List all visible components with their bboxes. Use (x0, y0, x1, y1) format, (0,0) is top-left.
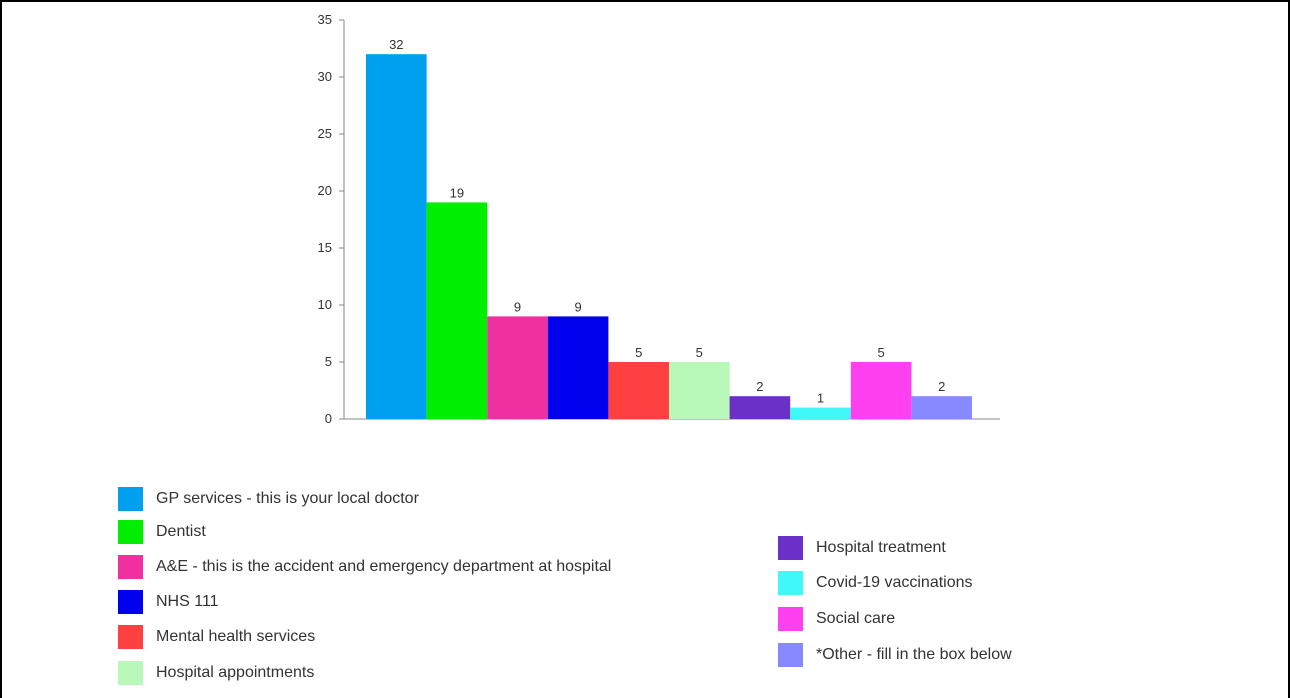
bar-value-label: 1 (817, 391, 824, 406)
bar[interactable] (547, 316, 609, 419)
bar[interactable] (487, 316, 548, 419)
y-tick-label: 10 (318, 297, 332, 312)
legend-item[interactable]: Hospital appointments (118, 661, 314, 685)
legend-swatch (778, 536, 803, 560)
legend-item[interactable]: Dentist (118, 520, 206, 544)
legend-item[interactable]: A&E - this is the accident and emergency… (118, 555, 611, 579)
legend-swatch (778, 643, 803, 667)
legend-label: *Other - fill in the box below (816, 646, 1012, 663)
legend-label: Mental health services (156, 628, 316, 645)
legend-swatch (778, 607, 803, 631)
legend-item[interactable]: Social care (778, 607, 895, 631)
legend-swatch (778, 571, 803, 595)
bar[interactable] (366, 54, 427, 419)
legend-swatch (118, 520, 143, 544)
legend-label: Hospital appointments (156, 664, 315, 681)
bar-value-label: 5 (696, 345, 703, 360)
legend-label: Hospital treatment (816, 539, 946, 556)
bar-value-label: 2 (938, 379, 945, 394)
y-tick-label: 35 (318, 12, 332, 27)
legend-item[interactable]: Mental health services (118, 625, 315, 649)
y-tick-label: 30 (318, 69, 332, 84)
y-tick-label: 0 (325, 411, 332, 426)
bar[interactable] (911, 396, 972, 419)
legend-swatch (118, 590, 143, 614)
bar-value-label: 2 (756, 379, 763, 394)
legend-label: Social care (816, 610, 896, 627)
legend-label: GP services - this is your local doctor (156, 490, 419, 507)
chart-data-labels: 32 19 9 9 5 5 2 1 5 2 (389, 37, 945, 405)
chart-bars (366, 54, 972, 419)
bar-value-label: 5 (635, 345, 642, 360)
legend-label: A&E - this is the accident and emergency… (156, 558, 612, 575)
legend-item[interactable]: NHS 111 (118, 590, 219, 614)
bar[interactable] (790, 407, 851, 419)
bar[interactable] (608, 362, 669, 419)
legend-swatch (118, 625, 143, 649)
y-tick-label: 25 (318, 126, 332, 141)
y-tick-label: 20 (318, 183, 332, 198)
bar-value-label: 32 (389, 37, 403, 52)
bar[interactable] (426, 202, 488, 419)
legend-item[interactable]: GP services - this is your local doctor (118, 487, 419, 511)
bar-value-label: 9 (574, 299, 581, 314)
legend-item[interactable]: *Other - fill in the box below (778, 643, 1012, 667)
legend-swatch (118, 661, 143, 685)
y-tick-label: 15 (318, 240, 332, 255)
bar[interactable] (669, 362, 730, 419)
legend-label: NHS 111 (156, 593, 219, 610)
legend-item[interactable]: Covid-19 vaccinations (778, 571, 973, 595)
legend-item[interactable]: Hospital treatment (778, 536, 946, 560)
legend-label: Dentist (156, 523, 206, 540)
legend-label: Covid-19 vaccinations (816, 574, 973, 591)
y-tick-label: 5 (325, 354, 332, 369)
legend-swatch (118, 555, 143, 579)
bar[interactable] (850, 362, 912, 419)
bar[interactable] (729, 396, 791, 419)
legend-swatch (118, 487, 143, 511)
bar-value-label: 9 (514, 299, 521, 314)
bar-value-label: 19 (450, 185, 464, 200)
bar-value-label: 5 (877, 345, 884, 360)
